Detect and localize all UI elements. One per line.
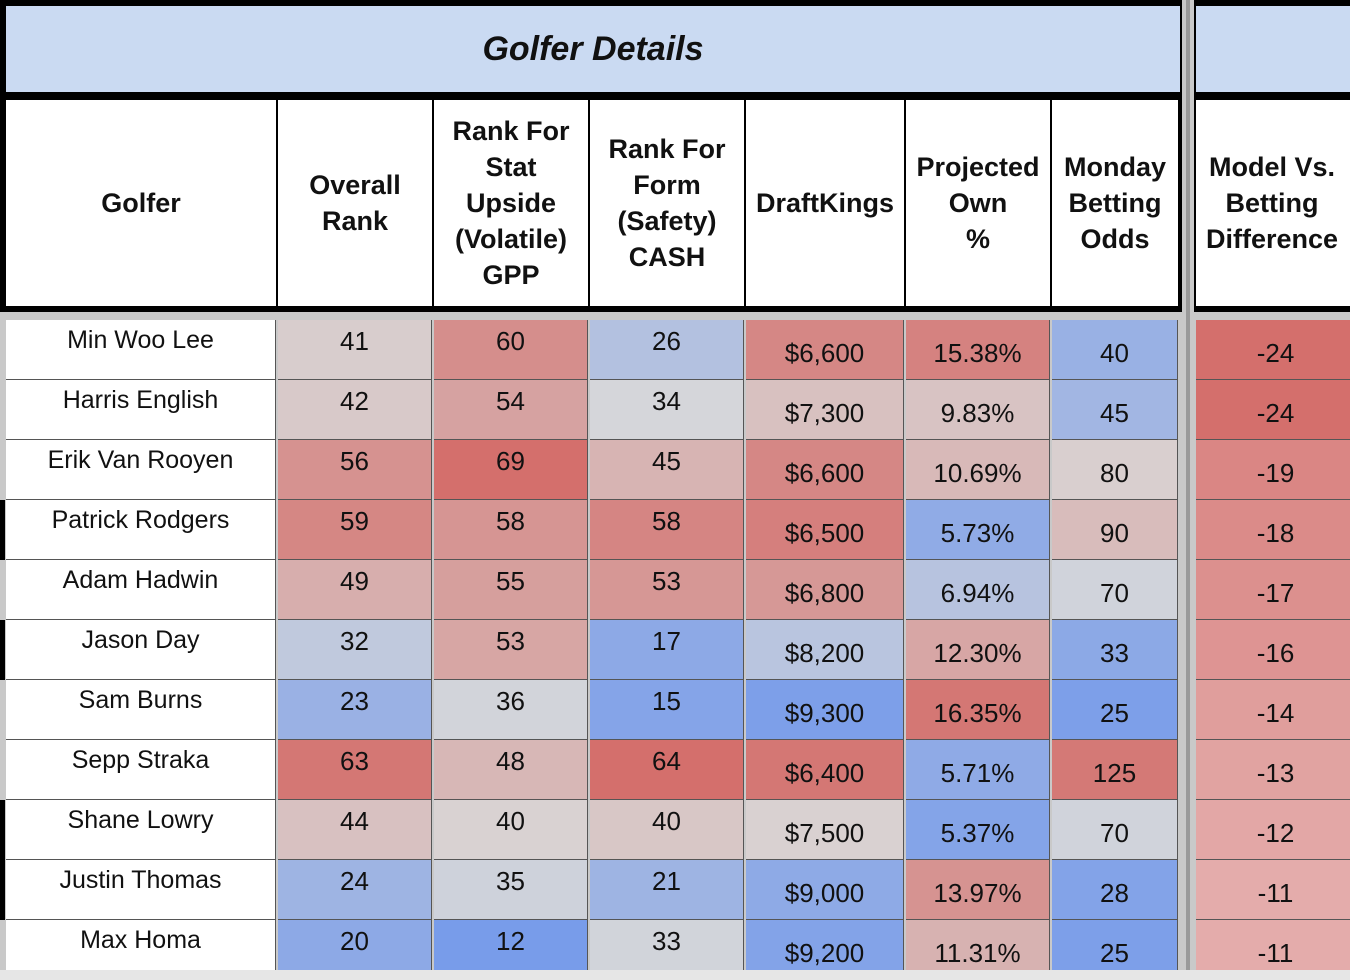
cell-form-rank[interactable]: 53	[590, 560, 744, 620]
horizontal-scrollbar[interactable]	[0, 970, 1350, 980]
cell-monday-odds[interactable]: 33	[1052, 620, 1178, 680]
cell-stat-upside-rank[interactable]: 53	[434, 620, 588, 680]
header-overall-rank[interactable]: Overall Rank	[278, 100, 432, 306]
cell-model-diff[interactable]: -19	[1196, 440, 1350, 500]
cell-form-rank[interactable]: 34	[590, 380, 744, 440]
cell-draftkings-salary[interactable]: $6,500	[746, 500, 904, 560]
cell-projected-own[interactable]: 12.30%	[906, 620, 1050, 680]
cell-stat-upside-rank[interactable]: 35	[434, 860, 588, 920]
cell-model-diff[interactable]: -24	[1196, 320, 1350, 380]
cell-projected-own[interactable]: 10.69%	[906, 440, 1050, 500]
cell-projected-own[interactable]: 5.37%	[906, 800, 1050, 860]
cell-golfer[interactable]: Jason Day	[6, 620, 276, 680]
cell-monday-odds[interactable]: 80	[1052, 440, 1178, 500]
column-separator-line	[1186, 0, 1190, 980]
cell-form-rank[interactable]: 64	[590, 740, 744, 800]
cell-form-rank[interactable]: 15	[590, 680, 744, 740]
row-marker	[0, 620, 5, 680]
cell-stat-upside-rank[interactable]: 36	[434, 680, 588, 740]
header-form-rank[interactable]: Rank For Form (Safety) CASH	[590, 100, 744, 306]
cell-projected-own[interactable]: 5.71%	[906, 740, 1050, 800]
cell-overall-rank[interactable]: 49	[278, 560, 432, 620]
cell-overall-rank[interactable]: 44	[278, 800, 432, 860]
row-marker	[0, 860, 5, 920]
cell-stat-upside-rank[interactable]: 58	[434, 500, 588, 560]
cell-stat-upside-rank[interactable]: 54	[434, 380, 588, 440]
cell-monday-odds[interactable]: 25	[1052, 680, 1178, 740]
cell-projected-own[interactable]: 16.35%	[906, 680, 1050, 740]
cell-stat-upside-rank[interactable]: 69	[434, 440, 588, 500]
cell-draftkings-salary[interactable]: $7,300	[746, 380, 904, 440]
cell-monday-odds[interactable]: 90	[1052, 500, 1178, 560]
cell-draftkings-salary[interactable]: $6,600	[746, 320, 904, 380]
cell-draftkings-salary[interactable]: $6,800	[746, 560, 904, 620]
cell-draftkings-salary[interactable]: $8,200	[746, 620, 904, 680]
cell-model-diff[interactable]: -14	[1196, 680, 1350, 740]
cell-golfer[interactable]: Sam Burns	[6, 680, 276, 740]
cell-form-rank[interactable]: 58	[590, 500, 744, 560]
cell-golfer[interactable]: Harris English	[6, 380, 276, 440]
cell-draftkings-salary[interactable]: $9,300	[746, 680, 904, 740]
cell-monday-odds[interactable]: 40	[1052, 320, 1178, 380]
cell-golfer[interactable]: Erik Van Rooyen	[6, 440, 276, 500]
cell-golfer[interactable]: Justin Thomas	[6, 860, 276, 920]
cell-monday-odds[interactable]: 70	[1052, 560, 1178, 620]
cell-projected-own[interactable]: 15.38%	[906, 320, 1050, 380]
cell-monday-odds[interactable]: 125	[1052, 740, 1178, 800]
cell-projected-own[interactable]: 6.94%	[906, 560, 1050, 620]
cell-monday-odds[interactable]: 45	[1052, 380, 1178, 440]
cell-overall-rank[interactable]: 59	[278, 500, 432, 560]
cell-overall-rank[interactable]: 32	[278, 620, 432, 680]
cell-model-diff[interactable]: -11	[1196, 860, 1350, 920]
cell-draftkings-salary[interactable]: $6,400	[746, 740, 904, 800]
cell-monday-odds[interactable]: 70	[1052, 800, 1178, 860]
cell-projected-own[interactable]: 9.83%	[906, 380, 1050, 440]
row-marker	[0, 500, 5, 560]
cell-model-diff[interactable]: -16	[1196, 620, 1350, 680]
header-gap	[0, 312, 1350, 320]
cell-draftkings-salary[interactable]: $9,000	[746, 860, 904, 920]
right-banner	[1190, 0, 1350, 98]
cell-model-diff[interactable]: -17	[1196, 560, 1350, 620]
cell-golfer[interactable]: Patrick Rodgers	[6, 500, 276, 560]
cell-model-diff[interactable]: -13	[1196, 740, 1350, 800]
cell-overall-rank[interactable]: 41	[278, 320, 432, 380]
cell-form-rank[interactable]: 21	[590, 860, 744, 920]
cell-form-rank[interactable]: 40	[590, 800, 744, 860]
cell-form-rank[interactable]: 45	[590, 440, 744, 500]
cell-model-diff[interactable]: -12	[1196, 800, 1350, 860]
cell-overall-rank[interactable]: 56	[278, 440, 432, 500]
cell-model-diff[interactable]: -18	[1196, 500, 1350, 560]
header-projected-own[interactable]: Projected Own %	[906, 100, 1050, 306]
cell-overall-rank[interactable]: 24	[278, 860, 432, 920]
sheet-title: Golfer Details	[482, 29, 704, 68]
cell-stat-upside-rank[interactable]: 60	[434, 320, 588, 380]
cell-overall-rank[interactable]: 23	[278, 680, 432, 740]
header-monday-odds[interactable]: Monday Betting Odds	[1052, 100, 1178, 306]
header-draftkings-salary[interactable]: DraftKings	[746, 100, 904, 306]
cell-monday-odds[interactable]: 28	[1052, 860, 1178, 920]
cell-stat-upside-rank[interactable]: 55	[434, 560, 588, 620]
header-stat-upside-rank[interactable]: Rank For Stat Upside (Volatile) GPP	[434, 100, 588, 306]
header-model-diff[interactable]: Model Vs. Betting Difference	[1196, 100, 1350, 306]
cell-draftkings-salary[interactable]: $6,600	[746, 440, 904, 500]
header-golfer[interactable]: Golfer	[6, 100, 276, 306]
cell-stat-upside-rank[interactable]: 48	[434, 740, 588, 800]
cell-overall-rank[interactable]: 42	[278, 380, 432, 440]
cell-golfer[interactable]: Min Woo Lee	[6, 320, 276, 380]
cell-golfer[interactable]: Adam Hadwin	[6, 560, 276, 620]
golfer-details-banner: Golfer Details	[0, 0, 1186, 98]
cell-stat-upside-rank[interactable]: 40	[434, 800, 588, 860]
cell-golfer[interactable]: Shane Lowry	[6, 800, 276, 860]
row-marker	[0, 800, 5, 860]
cell-model-diff[interactable]: -24	[1196, 380, 1350, 440]
cell-form-rank[interactable]: 17	[590, 620, 744, 680]
cell-projected-own[interactable]: 5.73%	[906, 500, 1050, 560]
cell-form-rank[interactable]: 26	[590, 320, 744, 380]
cell-projected-own[interactable]: 13.97%	[906, 860, 1050, 920]
cell-golfer[interactable]: Sepp Straka	[6, 740, 276, 800]
cell-overall-rank[interactable]: 63	[278, 740, 432, 800]
cell-draftkings-salary[interactable]: $7,500	[746, 800, 904, 860]
